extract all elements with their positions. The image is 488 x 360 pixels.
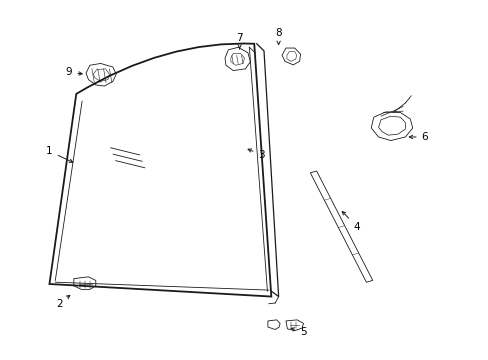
Text: 1: 1 <box>46 146 73 162</box>
Text: 4: 4 <box>342 211 359 231</box>
Text: 6: 6 <box>408 132 427 142</box>
Text: 8: 8 <box>275 28 282 44</box>
Text: 3: 3 <box>247 149 264 160</box>
Text: 9: 9 <box>65 67 82 77</box>
Text: 2: 2 <box>56 295 70 309</box>
Text: 7: 7 <box>236 33 243 49</box>
Text: 5: 5 <box>290 327 305 337</box>
